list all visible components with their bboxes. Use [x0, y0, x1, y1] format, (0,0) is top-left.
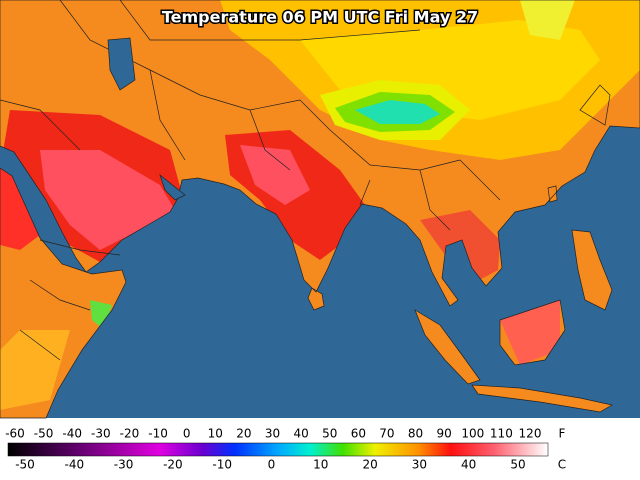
celsius-label: 20: [362, 458, 377, 472]
fahrenheit-label: 20: [236, 427, 251, 441]
celsius-label: -20: [163, 458, 183, 472]
fahrenheit-label: 110: [490, 427, 513, 441]
fahrenheit-label: -60: [5, 427, 25, 441]
fahrenheit-label: 50: [322, 427, 337, 441]
celsius-label: 10: [313, 458, 328, 472]
celsius-scale: -50 -40 -30 -20 -10 0 10 20 30 40 50: [15, 458, 525, 472]
celsius-label: 0: [268, 458, 276, 472]
fahrenheit-label: -50: [34, 427, 54, 441]
inland-sea: [107, 37, 186, 201]
map-title: Temperature 06 PM UTC Fri May 27: [162, 8, 478, 27]
fahrenheit-label: -10: [148, 427, 168, 441]
fahrenheit-scale: -60 -50 -40 -30 -20 -10 0 10 20 30 40 50 60 70 80 90 100…: [5, 427, 541, 441]
fahrenheit-label: 100: [461, 427, 484, 441]
borders: [0, 0, 640, 419]
celsius-label: 50: [510, 458, 525, 472]
celsius-label: -10: [212, 458, 232, 472]
celsius-label: 40: [461, 458, 476, 472]
fahrenheit-label: 80: [408, 427, 423, 441]
fahrenheit-label: 70: [379, 427, 394, 441]
fahrenheit-label: -30: [91, 427, 111, 441]
fahrenheit-label: -40: [62, 427, 82, 441]
fahrenheit-label: 120: [519, 427, 542, 441]
fahrenheit-label: 10: [208, 427, 223, 441]
celsius-label: -40: [64, 458, 84, 472]
celsius-unit: C: [558, 458, 566, 472]
fahrenheit-label: 0: [183, 427, 191, 441]
fahrenheit-unit: F: [559, 427, 566, 441]
fahrenheit-label: 90: [437, 427, 452, 441]
fahrenheit-label: 60: [351, 427, 366, 441]
fahrenheit-label: 30: [265, 427, 280, 441]
fahrenheit-label: -20: [120, 427, 140, 441]
fahrenheit-label: 40: [293, 427, 308, 441]
celsius-label: 30: [412, 458, 427, 472]
celsius-label: -50: [15, 458, 35, 472]
color-scale-bar: [7, 442, 549, 457]
country-border: [0, 0, 501, 361]
celsius-label: -30: [114, 458, 134, 472]
